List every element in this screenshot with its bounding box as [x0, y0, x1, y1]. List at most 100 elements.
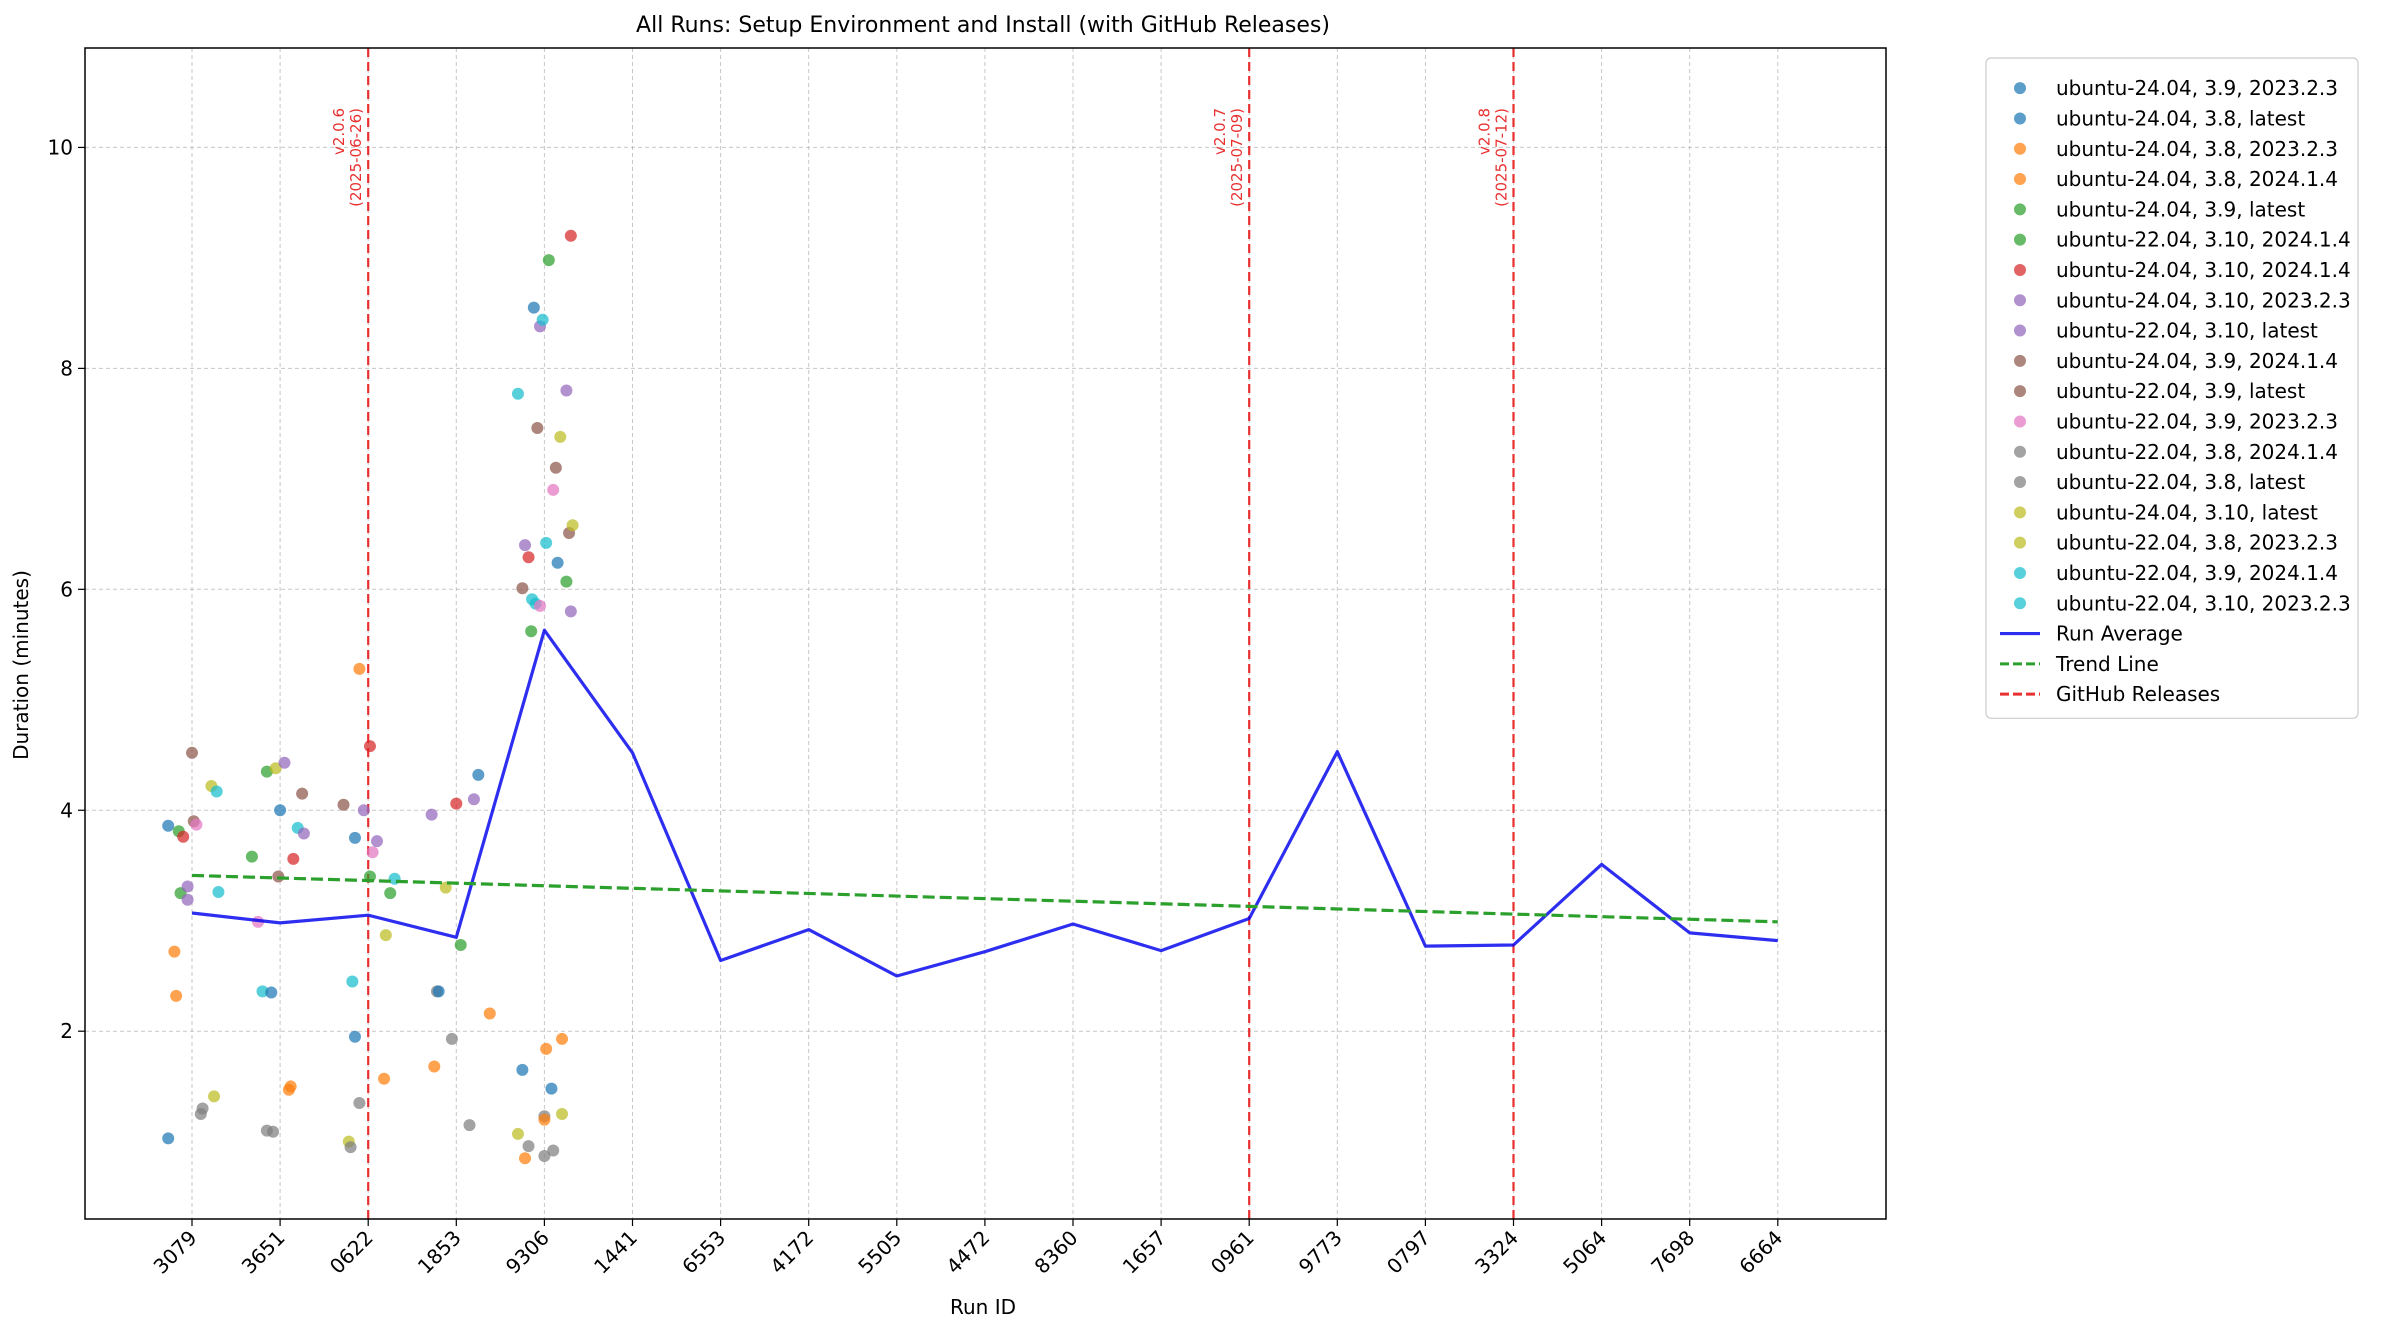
- data-point: [256, 985, 269, 998]
- legend-entry: ubuntu-24.04, 3.10, 2024.1.4: [2056, 258, 2351, 282]
- data-point: [545, 1082, 558, 1095]
- data-point: [547, 483, 560, 496]
- data-point: [348, 831, 361, 844]
- x-tick-label: 1853: [413, 1226, 466, 1279]
- x-axis-label: Run ID: [950, 1295, 1016, 1319]
- data-point: [536, 313, 549, 326]
- legend: ubuntu-24.04, 3.9, 2023.2.3 ubuntu-24.04,…: [1985, 57, 2359, 719]
- data-point: [353, 1097, 366, 1110]
- github-releases: v2.0.6 (2025-06-26) v2.0.7 (2025-07-09) v2.0…: [330, 48, 1515, 1219]
- data-point: [467, 793, 480, 806]
- data-point: [371, 835, 384, 848]
- data-point: [168, 945, 181, 958]
- data-point: [450, 797, 463, 810]
- data-point: [366, 846, 379, 859]
- data-point: [267, 1125, 280, 1138]
- legend-entry: ubuntu-22.04, 3.8, 2024.1.4: [2056, 440, 2338, 464]
- x-tick-label: 5064: [1558, 1226, 1611, 1279]
- data-point: [208, 1090, 221, 1103]
- y-tick-label: 6: [60, 577, 73, 601]
- legend-entry: ubuntu-22.04, 3.9, latest: [2056, 379, 2305, 403]
- data-point: [463, 1119, 476, 1132]
- data-point: [556, 1108, 569, 1121]
- data-point: [547, 1144, 560, 1157]
- data-point: [181, 893, 194, 906]
- data-point: [522, 1140, 535, 1153]
- legend-marker: [2014, 536, 2026, 549]
- x-tick-label: 3324: [1470, 1226, 1523, 1279]
- trend-line-path: [191, 873, 1778, 924]
- scatter-points: [162, 229, 579, 1165]
- data-point: [525, 625, 538, 638]
- x-tick-label: 3651: [237, 1226, 290, 1279]
- data-point: [287, 852, 300, 865]
- data-point: [531, 422, 544, 435]
- data-point: [379, 929, 392, 942]
- legend-entry: ubuntu-22.04, 3.8, latest: [2056, 470, 2305, 494]
- legend-marker: [2014, 82, 2026, 95]
- run-average-line: [191, 628, 1778, 978]
- legend-marker: [2014, 566, 2026, 579]
- legend-entry: ubuntu-24.04, 3.8, 2023.2.3: [2056, 137, 2338, 161]
- data-point: [274, 804, 287, 817]
- legend-entry: ubuntu-24.04, 3.10, 2023.2.3: [2056, 288, 2351, 312]
- data-point: [428, 1060, 441, 1073]
- data-point: [554, 430, 567, 443]
- x-tick-label: 4472: [941, 1226, 994, 1279]
- legend-marker: [2014, 506, 2026, 519]
- y-tick-label: 4: [60, 798, 73, 822]
- legend-marker: [2014, 385, 2026, 398]
- legend-entry: ubuntu-24.04, 3.8, 2024.1.4: [2056, 167, 2338, 191]
- data-point: [181, 880, 194, 893]
- legend-entry: ubuntu-24.04, 3.9, 2024.1.4: [2056, 349, 2338, 373]
- x-tick-label: 6664: [1734, 1226, 1787, 1279]
- data-point: [533, 599, 546, 612]
- legend-entry: ubuntu-22.04, 3.10, latest: [2056, 319, 2318, 343]
- data-point: [170, 989, 183, 1002]
- legend-marker: [2014, 263, 2026, 276]
- data-point: [245, 850, 258, 863]
- x-tick-label: 0622: [325, 1226, 378, 1279]
- data-point: [265, 986, 278, 999]
- data-point: [454, 939, 467, 952]
- legend-entry: ubuntu-22.04, 3.9, 2023.2.3: [2056, 409, 2338, 433]
- y-axis-label: Duration (minutes): [9, 570, 33, 760]
- legend-marker: [2014, 445, 2026, 458]
- chart-title: All Runs: Setup Environment and Install …: [636, 13, 1330, 38]
- x-tick-label: 7698: [1646, 1226, 1699, 1279]
- data-point: [378, 1072, 391, 1085]
- legend-marker: [2014, 597, 2026, 610]
- data-point: [566, 519, 579, 532]
- release-date: (2025-07-12): [1493, 108, 1511, 207]
- x-tick-label: 6553: [677, 1226, 730, 1279]
- data-point: [549, 461, 562, 474]
- data-point: [190, 818, 203, 831]
- data-point: [284, 1080, 297, 1093]
- data-point: [560, 575, 573, 588]
- plot-frame: [84, 47, 1887, 1220]
- data-point: [511, 1127, 524, 1140]
- legend-marker: [2014, 324, 2026, 337]
- legend-box: [1985, 57, 2359, 719]
- legend-entry: ubuntu-22.04, 3.10, 2023.2.3: [2056, 591, 2351, 615]
- legend-marker: [2014, 294, 2026, 307]
- data-point: [519, 539, 532, 552]
- data-point: [560, 384, 573, 397]
- data-point: [551, 556, 564, 569]
- x-tick-label: 9773: [1294, 1226, 1347, 1279]
- x-tick-label: 0797: [1382, 1226, 1435, 1279]
- data-point: [212, 886, 225, 899]
- data-point: [162, 819, 175, 832]
- data-point: [516, 1063, 529, 1076]
- trend-line: [191, 873, 1778, 924]
- x-tick-label: 9306: [501, 1226, 554, 1279]
- data-point: [483, 1007, 496, 1020]
- data-point: [297, 827, 310, 840]
- legend-marker: [2014, 142, 2026, 155]
- x-tick-label: 1657: [1118, 1226, 1171, 1279]
- data-point: [357, 804, 370, 817]
- legend-entry: Run Average: [2056, 622, 2183, 646]
- data-point: [269, 762, 282, 775]
- data-point: [564, 605, 577, 618]
